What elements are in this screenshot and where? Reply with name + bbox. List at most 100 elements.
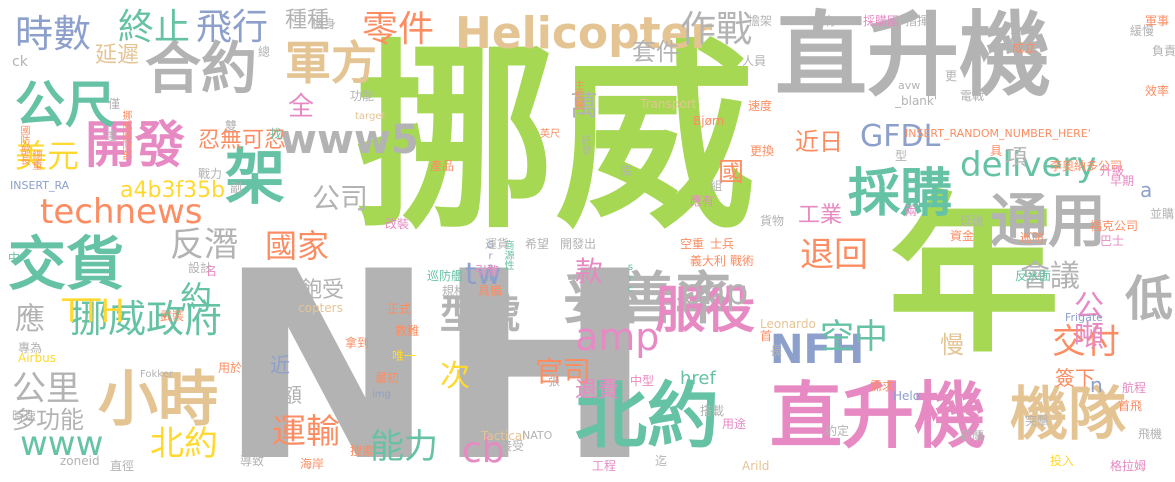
cloud-word: 開發 bbox=[85, 116, 185, 174]
cloud-word: 時速 bbox=[12, 409, 37, 423]
cloud-word: 國 bbox=[718, 158, 745, 188]
cloud-word: 貨物 bbox=[760, 214, 785, 228]
cloud-word: 額 bbox=[282, 383, 302, 407]
cloud-word: Leonardo bbox=[760, 317, 816, 331]
cloud-word: Arild bbox=[742, 459, 770, 473]
cloud-word: 荷蘭 bbox=[960, 429, 985, 443]
cloud-word: 直徑 bbox=[110, 459, 135, 473]
cloud-word: 忍無可忍 bbox=[198, 128, 287, 153]
cloud-word: 型 bbox=[895, 149, 908, 163]
cloud-word: 公里 bbox=[12, 369, 80, 409]
cloud-word: 公司 bbox=[312, 182, 369, 215]
cloud-word: 資金 bbox=[950, 229, 975, 243]
cloud-word: NFH bbox=[770, 327, 865, 373]
cloud-word: 副 bbox=[230, 181, 243, 195]
cloud-word: Bjørn bbox=[693, 114, 725, 128]
cloud-word: 英尺 bbox=[540, 129, 560, 140]
cloud-word: img bbox=[372, 389, 391, 400]
cloud-word: 找 bbox=[270, 127, 283, 141]
cloud-word: 引擎 bbox=[475, 264, 500, 278]
cloud-word: 巡防艦 bbox=[427, 269, 464, 283]
cloud-word: 工業 bbox=[798, 203, 843, 228]
cloud-word: 格拉姆 bbox=[1110, 459, 1147, 473]
cloud-word: NH bbox=[218, 217, 654, 482]
cloud-word: GFDL bbox=[860, 119, 941, 154]
cloud-word: 更 bbox=[945, 69, 958, 83]
cloud-word: 會議 bbox=[1020, 259, 1080, 294]
cloud-word: 功能 bbox=[350, 89, 375, 103]
cloud-word: 機棚 bbox=[462, 419, 487, 433]
cloud-word: 改裝 bbox=[385, 217, 410, 231]
cloud-word: technews bbox=[40, 192, 203, 232]
cloud-word: NATO bbox=[522, 429, 553, 442]
cloud-word: 交貨 bbox=[8, 230, 125, 298]
cloud-word: 服役 bbox=[655, 281, 755, 339]
cloud-word: 雙 bbox=[225, 119, 238, 133]
cloud-word: 官司 bbox=[535, 355, 592, 388]
cloud-word: 飛行 bbox=[196, 7, 269, 48]
cloud-word: 拿到 bbox=[345, 336, 370, 350]
cloud-word: 機身 bbox=[312, 17, 337, 31]
cloud-word: 型號 bbox=[440, 292, 520, 338]
cloud-word: 戰力 bbox=[198, 167, 223, 181]
cloud-word: _blank' bbox=[895, 94, 938, 108]
cloud-word: 緩慢 bbox=[1130, 24, 1155, 38]
cloud-word: 福克公司 bbox=[1090, 219, 1139, 233]
cloud-word: Helo bbox=[893, 389, 921, 403]
cloud-word: 電戰 bbox=[960, 89, 985, 103]
cloud-word: 套件 bbox=[632, 38, 680, 66]
cloud-word: 簽下 bbox=[1055, 366, 1095, 390]
cloud-word: 飽受 bbox=[300, 278, 345, 303]
cloud-word: 專為 bbox=[18, 341, 43, 355]
cloud-word: www5 bbox=[280, 117, 419, 163]
cloud-word: 終止 bbox=[118, 7, 191, 48]
cloud-word: Airbus bbox=[18, 351, 56, 365]
cloud-word: 巡防 bbox=[1020, 231, 1045, 245]
cloud-word: 效率 bbox=[1145, 84, 1170, 98]
cloud-word: 航程 bbox=[1122, 381, 1147, 395]
cloud-word: 合約 bbox=[145, 37, 257, 102]
cloud-word: 北約 bbox=[575, 374, 720, 458]
cloud-word: 採購國 bbox=[863, 14, 900, 28]
cloud-word: 退回 bbox=[800, 235, 868, 275]
cloud-word: 反潛 bbox=[170, 225, 238, 265]
cloud-word: 具 bbox=[990, 144, 1003, 158]
cloud-word: Transport bbox=[640, 97, 697, 111]
cloud-word: INSERT_RANDOM_NUMBER_HERE' bbox=[905, 127, 1091, 140]
cloud-word: 種種 bbox=[479, 350, 493, 374]
cloud-word: 交付 bbox=[1052, 322, 1120, 362]
cloud-word: 救難 bbox=[395, 324, 420, 338]
cloud-word: 軍事 bbox=[1145, 14, 1170, 28]
cloud-word: 首飛 bbox=[1118, 399, 1143, 413]
cloud-word: 速度 bbox=[748, 99, 773, 113]
cloud-word: 中 bbox=[8, 251, 21, 265]
cloud-word: 突擊 bbox=[1025, 414, 1050, 428]
cloud-word: 運貨 bbox=[485, 237, 510, 251]
cloud-word: 國防部長 bbox=[18, 125, 29, 165]
cloud-word: Gram bbox=[485, 240, 496, 284]
cloud-word: 多功能 bbox=[12, 406, 84, 434]
cloud-word: 首 bbox=[760, 329, 773, 343]
cloud-word: 導致 bbox=[240, 454, 265, 468]
cloud-word: INSERT_RA bbox=[10, 179, 70, 192]
cloud-word: 挪威 bbox=[355, 23, 756, 256]
cloud-word: 妥善率 bbox=[563, 267, 731, 332]
cloud-word: 更換 bbox=[750, 144, 775, 158]
cloud-word: a4b3f35b bbox=[120, 178, 226, 203]
cloud-word: href bbox=[680, 368, 716, 389]
cloud-word: a bbox=[1140, 178, 1153, 202]
cloud-word: 底 bbox=[620, 164, 633, 178]
cloud-word: 軍方 bbox=[285, 36, 377, 90]
cloud-word: 需求 bbox=[870, 379, 895, 393]
cloud-word: 迄 bbox=[655, 454, 668, 468]
cloud-word: 種種 bbox=[285, 8, 330, 33]
cloud-word: 長 bbox=[770, 344, 783, 358]
cloud-word: 正式 bbox=[387, 302, 412, 316]
cloud-word: 機隊 bbox=[1010, 380, 1127, 448]
cloud-word: 張 bbox=[548, 374, 561, 388]
cloud-word: target bbox=[355, 111, 386, 122]
cloud-word: 近 bbox=[270, 353, 290, 377]
cloud-word: 全 bbox=[288, 92, 315, 122]
cloud-word: 義大利 bbox=[690, 254, 727, 268]
